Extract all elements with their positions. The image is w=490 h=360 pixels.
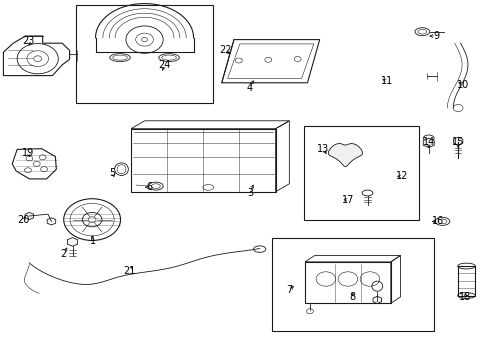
Text: 23: 23	[22, 36, 35, 46]
Text: 1: 1	[90, 236, 96, 246]
Text: 24: 24	[158, 60, 171, 70]
Bar	[76, 5, 213, 103]
Polygon shape	[328, 144, 363, 167]
Text: 22: 22	[219, 45, 232, 55]
Text: 14: 14	[422, 137, 435, 147]
Text: 19: 19	[23, 148, 34, 158]
Text: 8: 8	[350, 292, 356, 302]
Polygon shape	[453, 137, 463, 145]
Text: 13: 13	[318, 144, 329, 154]
Text: 20: 20	[17, 215, 30, 225]
Polygon shape	[47, 218, 56, 225]
Text: 21: 21	[123, 266, 136, 276]
Bar	[304, 126, 419, 220]
Text: 16: 16	[433, 216, 445, 226]
Text: 18: 18	[460, 292, 471, 302]
Text: 15: 15	[452, 137, 465, 147]
Text: 5: 5	[110, 168, 116, 178]
Text: 10: 10	[457, 80, 469, 90]
Bar	[305, 262, 391, 303]
Text: 17: 17	[342, 195, 354, 205]
Bar	[272, 238, 434, 331]
Text: 4: 4	[247, 83, 253, 93]
Polygon shape	[423, 138, 434, 148]
Text: 9: 9	[433, 31, 439, 41]
Polygon shape	[373, 296, 382, 303]
Polygon shape	[25, 212, 34, 220]
Text: 3: 3	[247, 188, 253, 198]
Bar	[458, 266, 475, 296]
Text: 7: 7	[286, 285, 292, 295]
Text: 11: 11	[381, 76, 393, 86]
Text: 2: 2	[61, 249, 67, 259]
Text: 12: 12	[395, 171, 408, 181]
Bar	[131, 129, 275, 192]
Polygon shape	[68, 238, 77, 246]
Text: 6: 6	[147, 182, 152, 192]
